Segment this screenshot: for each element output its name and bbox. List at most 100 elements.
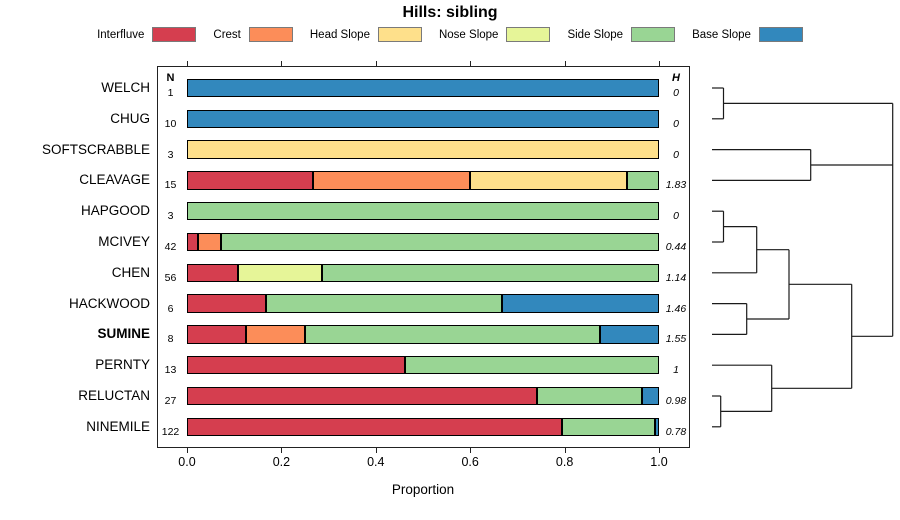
- row-h-value: 0.78: [665, 425, 687, 438]
- bar-segment: [405, 355, 659, 375]
- stacked-bar: [187, 294, 659, 313]
- bar-segment: [655, 417, 659, 437]
- row-h-value: 0.44: [665, 241, 687, 253]
- legend-swatch: [506, 27, 551, 42]
- stacked-bar: [187, 140, 659, 159]
- bar-segment: [501, 294, 659, 313]
- row-label: CHEN: [111, 264, 150, 280]
- row-h-value: 0: [673, 148, 679, 161]
- legend-label: Crest: [213, 28, 241, 41]
- legend-item: Crest: [213, 27, 293, 42]
- legend-item: Base Slope: [692, 27, 803, 42]
- axis-tick: [470, 448, 472, 453]
- legend-label: Base Slope: [692, 28, 751, 41]
- bar-segment: [187, 263, 238, 283]
- stacked-bar: [187, 355, 659, 375]
- bar-segment: [187, 78, 659, 98]
- row-h-value: 1.55: [665, 333, 687, 346]
- axis-tick: [375, 60, 377, 66]
- stacked-bar: [187, 386, 659, 406]
- row-label: CLEAVAGE: [79, 172, 150, 188]
- bar-segment: [187, 355, 406, 375]
- row-label: RELUCTAN: [78, 388, 150, 403]
- row-label: PERNTY: [95, 357, 150, 373]
- bar-segment: [237, 263, 322, 283]
- bar-segment: [627, 171, 659, 190]
- row-label: CHUG: [110, 110, 150, 126]
- legend: Interfluve Crest Head Slope Nose Slope Side …: [0, 27, 900, 42]
- legend-swatch: [377, 27, 422, 42]
- row-h-value: 1.83: [665, 179, 687, 192]
- bar-segment: [246, 325, 305, 344]
- row-n-value: 15: [164, 179, 177, 192]
- axis-tick: [375, 448, 377, 453]
- row-n-value: 13: [164, 364, 177, 377]
- bar-segment: [187, 201, 659, 221]
- bar-segment: [562, 417, 656, 437]
- legend-label: Interfluve: [97, 28, 145, 41]
- row-h-value: 0: [673, 210, 679, 223]
- axis-tick: [659, 60, 660, 66]
- legend-swatch: [248, 27, 293, 42]
- legend-label: Nose Slope: [438, 28, 499, 41]
- legend-item: Interfluve: [97, 27, 197, 42]
- row-n-value: 1: [167, 87, 174, 99]
- stacked-bar: [187, 201, 659, 221]
- row-n-value: 3: [167, 210, 174, 223]
- bar-segment: [187, 140, 659, 159]
- row-h-value: 0.98: [665, 395, 687, 407]
- row-label: SUMINE: [97, 326, 150, 342]
- legend-swatch: [631, 27, 676, 42]
- row-label: MCIVEY: [98, 234, 150, 249]
- row-n-value: 122: [161, 425, 180, 438]
- row-n-value: 27: [164, 395, 177, 407]
- bar-segment: [187, 109, 659, 129]
- row-label: SOFTSCRABBLE: [41, 141, 150, 157]
- stacked-bar: [187, 417, 659, 437]
- row-n-value: 8: [167, 333, 174, 346]
- stacked-bar: [187, 109, 659, 129]
- axis-tick: [281, 448, 283, 453]
- axis-tick: [187, 60, 188, 66]
- chart-title: Hills: sibling: [402, 4, 498, 21]
- legend-item: Side Slope: [567, 27, 676, 42]
- plot-frame: [157, 66, 690, 448]
- row-label: WELCH: [101, 80, 150, 95]
- row-n-value: 42: [164, 241, 177, 253]
- bar-segment: [600, 325, 659, 344]
- x-axis-title: Proportion: [391, 482, 455, 497]
- bar-segment: [470, 171, 628, 190]
- row-n-value: 6: [167, 302, 174, 315]
- axis-tick: [187, 448, 188, 453]
- stacked-bar: [187, 325, 659, 344]
- axis-tick-label: 0.4: [367, 455, 385, 469]
- row-h-value: 0: [673, 117, 679, 130]
- row-h-value: 1.14: [665, 271, 687, 284]
- row-h-value: 0: [673, 87, 679, 99]
- axis-tick-label: 0.6: [461, 455, 479, 469]
- row-label: HACKWOOD: [69, 295, 150, 311]
- axis-tick: [564, 60, 566, 66]
- legend-label: Head Slope: [309, 28, 370, 41]
- axis-tick-label: 0.2: [272, 455, 291, 469]
- row-n-value: 3: [167, 148, 174, 161]
- row-label: NINEMILE: [86, 418, 150, 434]
- bar-segment: [187, 171, 314, 190]
- bar-segment: [187, 386, 537, 406]
- axis-tick: [281, 60, 283, 66]
- bar-segment: [313, 171, 471, 190]
- bar-segment: [641, 386, 659, 406]
- bar-segment: [187, 325, 246, 344]
- legend-swatch: [152, 27, 197, 42]
- legend-swatch: [758, 27, 803, 42]
- legend-item: Head Slope: [310, 27, 422, 42]
- row-h-value: 1.46: [665, 302, 687, 315]
- legend-item: Nose Slope: [438, 27, 551, 42]
- row-label: HAPGOOD: [80, 203, 150, 219]
- bar-segment: [187, 417, 563, 437]
- bar-segment: [220, 232, 659, 252]
- axis-tick: [470, 60, 472, 66]
- stacked-bar: [187, 78, 659, 98]
- axis-tick-label: 0.8: [555, 455, 574, 469]
